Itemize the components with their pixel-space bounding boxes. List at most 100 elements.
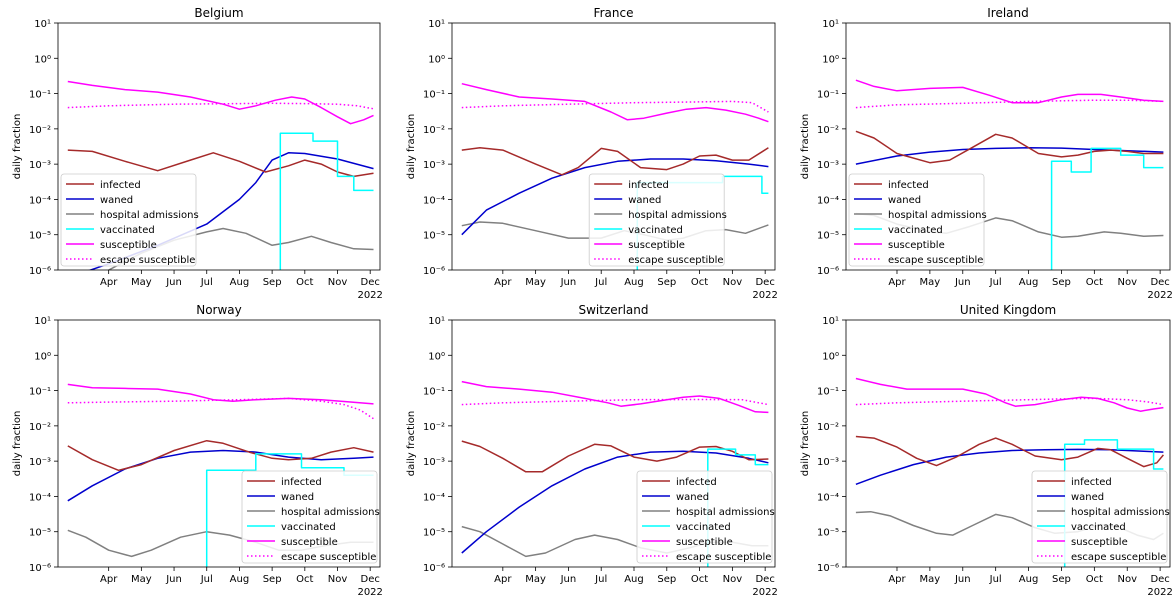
panel-belgium: Belgium 10⁻⁶ 10⁻⁵ 10⁻⁴ 10⁻³ 10⁻² 10⁻¹ 10⁰ 10¹ dai… [12,6,383,301]
legend-label: infected [888,180,929,191]
y-tick-label: 10⁻¹ [423,387,445,398]
legend-label: escape susceptible [628,255,723,266]
series-line-infected [855,435,1164,468]
legend-label: vaccinated [1071,522,1126,533]
x-tick-label: Oct [296,574,313,585]
y-tick-label: 10⁻² [423,125,445,136]
y-axis-label: daily fraction [406,411,417,477]
y-tick-label: 10⁻¹ [817,387,839,398]
legend-label: waned [628,195,661,206]
y-tick-label: 10⁻³ [423,160,445,171]
y-tick-label: 10⁻³ [423,457,445,468]
plot-frame [57,22,381,271]
series-line-waned [461,158,769,236]
legend-label: escape susceptible [888,255,983,266]
legend-label: hospital admissions [676,507,775,518]
y-tick-label: 10⁻⁵ [29,528,51,539]
legend-label: waned [888,195,921,206]
plot-frame [845,319,1171,568]
plot-frame [451,22,776,271]
series-line-escape-susceptible [461,398,769,406]
series-line-waned [461,450,769,554]
y-tick-label: 10⁻⁶ [423,563,445,574]
x-tick-label: Jul [200,277,213,288]
x-tick-label: May [525,574,546,585]
series-line-infected [461,147,769,176]
x-tick-label: Apr [494,277,512,288]
y-tick-label: 10⁻³ [817,457,839,468]
x-tick-label: Jun [165,574,182,585]
x-tick-label: Nov [723,277,743,288]
y-tick-label: 10⁻⁴ [817,195,839,206]
y-tick-label: 10⁻⁵ [29,231,51,242]
x-tick-label: Nov [1117,277,1137,288]
panel-united-kingdom: United Kingdom 10⁻⁶ 10⁻⁵ 10⁻⁴ 10⁻³ 10⁻² 10⁻¹ 10… [800,303,1173,598]
x-tick-label: Aug [624,574,644,585]
y-axis-label: daily fraction [800,411,811,477]
legend: infected waned hospital admissions vaccinat… [241,470,380,564]
y-tick-label: 10⁰ [34,351,51,362]
legend-label: escape susceptible [1071,552,1166,563]
x-tick-label: Jul [594,574,607,585]
panel-title: Norway [196,303,242,317]
legend-label: escape susceptible [281,552,376,563]
x-tick-label: Nov [723,574,743,585]
x-tick-label: Jun [560,574,577,585]
legend: infected waned hospital admissions vaccinat… [60,173,199,267]
series-lines [855,79,1164,270]
legend-label: vaccinated [628,225,683,236]
series-line-waned [67,449,374,502]
series-line-infected [67,439,374,472]
y-axis-label: daily fraction [406,114,417,180]
x-tick-label: Oct [296,277,313,288]
series-line-waned [855,448,1164,486]
plot-frame [451,319,776,568]
legend-box [241,470,378,564]
legend-label: waned [676,492,709,503]
x-tick-label: Aug [1019,574,1039,585]
x-tick-label: Oct [1086,277,1103,288]
x-tick-label: Oct [1086,574,1103,585]
legend-label: hospital admissions [1071,507,1170,518]
series-line-infected [461,440,769,473]
legend-label: vaccinated [100,225,155,236]
panel-ireland: Ireland 10⁻⁶ 10⁻⁵ 10⁻⁴ 10⁻³ 10⁻² 10⁻¹ 10⁰ 10¹ dai… [800,6,1173,301]
y-tick-label: 10⁻⁶ [817,266,839,277]
legend-label: hospital admissions [888,210,987,221]
x-tick-label: Oct [691,574,708,585]
panel-france: France 10⁻⁶ 10⁻⁵ 10⁻⁴ 10⁻³ 10⁻² 10⁻¹ 10⁰ 10¹ dail… [406,6,778,301]
x-tick-label: May [920,574,941,585]
y-tick-label: 10⁻² [817,125,839,136]
legend-label: hospital admissions [628,210,727,221]
x-tick-label: Sep [263,574,282,585]
y-tick-label: 10⁻³ [817,160,839,171]
x-tick-label: May [525,277,546,288]
x-tick-label: Oct [691,277,708,288]
legend-box [636,470,773,564]
y-tick-label: 10⁰ [822,351,839,362]
y-tick-label: 10⁻³ [29,160,51,171]
series-lines [67,383,374,567]
x-tick-label: Jul [989,574,1002,585]
x-tick-label: Jul [594,277,607,288]
y-tick-label: 10⁻⁵ [817,528,839,539]
y-tick-label: 10⁰ [822,54,839,65]
legend-label: infected [281,477,322,488]
x-tick-label: May [131,277,152,288]
legend-label: vaccinated [888,225,943,236]
x-tick-label: Apr [888,574,906,585]
y-tick-label: 10⁻⁵ [423,528,445,539]
panel-title: Switzerland [579,303,649,317]
legend-label: waned [1071,492,1104,503]
x-tick-label: Dec [1150,574,1169,585]
x-tick-label: Aug [230,277,250,288]
x-tick-label: Aug [230,574,250,585]
series-line-vaccinated [279,132,374,270]
x-tick-label: Dec [755,277,774,288]
x-tick-label: Nov [328,277,348,288]
y-tick-label: 10⁻¹ [423,90,445,101]
x-tick-label: Aug [624,277,644,288]
x-tick-label: May [131,574,152,585]
y-tick-label: 10⁻⁴ [29,492,51,503]
